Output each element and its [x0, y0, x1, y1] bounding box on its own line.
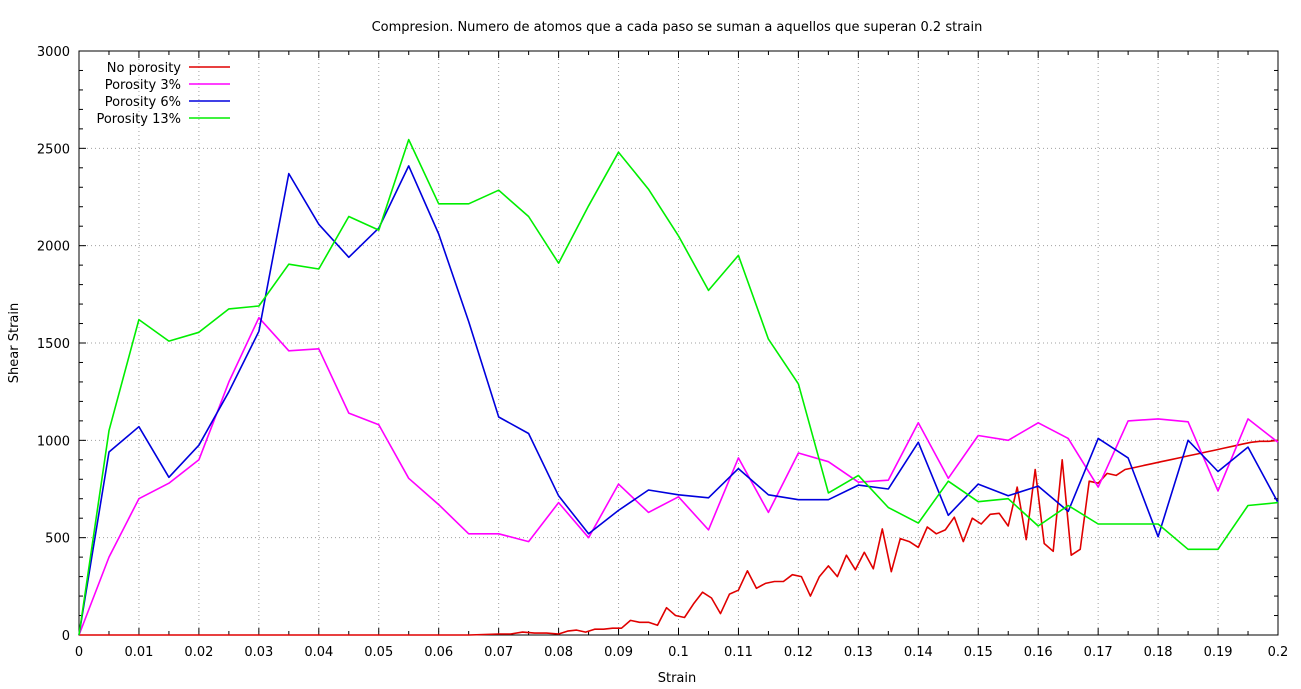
x-tick-label: 0.19 [1204, 645, 1233, 660]
x-tick-label: 0.18 [1144, 645, 1173, 660]
x-tick-label: 0.06 [424, 645, 453, 660]
x-tick-label: 0.11 [724, 645, 753, 660]
x-tick-label: 0.04 [304, 645, 333, 660]
x-tick-label: 0.07 [484, 645, 513, 660]
series-line-1 [78, 316, 1279, 636]
y-tick-label: 2000 [37, 240, 70, 255]
grid [79, 51, 1278, 635]
x-tick-label: 0.1 [668, 645, 689, 660]
y-tick-label: 1000 [37, 434, 70, 449]
series-line-2 [78, 165, 1279, 636]
legend-label-3: Porosity 13% [96, 112, 181, 127]
x-tick-label: 0.2 [1268, 645, 1289, 660]
x-tick-label: 0.17 [1084, 645, 1113, 660]
y-tick-label: 0 [62, 629, 70, 644]
series-line-3 [78, 138, 1279, 636]
y-tick-label: 1500 [37, 337, 70, 352]
x-tick-label: 0.13 [844, 645, 873, 660]
y-tick-label: 2500 [37, 142, 70, 157]
x-tick-label: 0.09 [604, 645, 633, 660]
legend-label-1: Porosity 3% [105, 78, 181, 93]
y-axis-label: Shear Strain [7, 303, 22, 383]
x-tick-label: 0.03 [244, 645, 273, 660]
y-tick-labels: 0 500 1000 1500 2000 2500 3000 [37, 45, 70, 644]
y-tick-label: 500 [45, 532, 70, 547]
x-axis-label: Strain [658, 671, 697, 686]
x-tick-label: 0.16 [1024, 645, 1053, 660]
x-tick-label: 0 [75, 645, 83, 660]
tick-marks [78, 50, 1279, 636]
x-tick-label: 0.02 [184, 645, 213, 660]
x-tick-label: 0.05 [364, 645, 393, 660]
legend: No porosity Porosity 3% Porosity 6% Porosit… [96, 61, 230, 127]
x-tick-label: 0.12 [784, 645, 813, 660]
x-tick-label: 0.14 [904, 645, 933, 660]
x-tick-label: 0.15 [964, 645, 993, 660]
y-tick-label: 3000 [37, 45, 70, 60]
legend-label-0: No porosity [107, 61, 182, 76]
x-tick-label: 0.08 [544, 645, 573, 660]
series-lines [78, 138, 1279, 636]
series-line-0 [79, 439, 1279, 636]
legend-label-2: Porosity 6% [105, 95, 181, 110]
x-tick-labels: 0 0.01 0.02 0.03 0.04 0.05 0.06 0.07 0.08 0.09 0.1… [75, 645, 1288, 660]
x-tick-label: 0.01 [124, 645, 153, 660]
chart-title: Compresion. Numero de atomos que a cada … [372, 20, 983, 35]
